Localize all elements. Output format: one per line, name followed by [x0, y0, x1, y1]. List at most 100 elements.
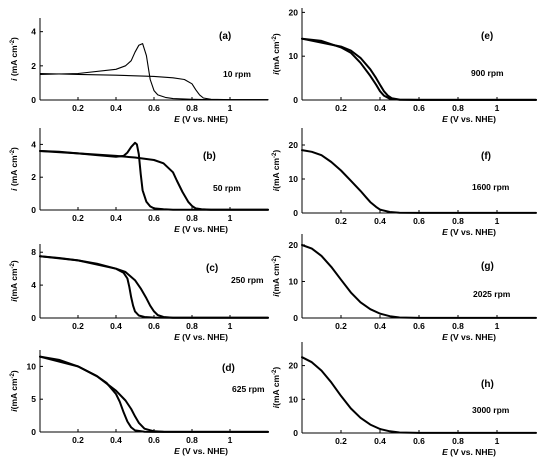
y-tick-label-a: 2	[31, 61, 36, 71]
y-axis-close-a: )	[9, 37, 19, 40]
x-tick-label-d: 0.4	[110, 435, 122, 445]
x-tick-label-g: 0.2	[335, 321, 347, 331]
y-tick-label-b: 4	[31, 139, 36, 149]
x-tick-label-b: 0.8	[186, 213, 198, 223]
x-tick-label-g: 0.8	[452, 321, 464, 331]
y-tick-label-e: 10	[289, 51, 299, 61]
series-line-g-1	[301, 244, 537, 319]
x-tick-label-c: 1	[228, 321, 233, 331]
x-tick-label-h: 0.4	[374, 436, 386, 446]
x-tick-label-d: 1	[228, 435, 233, 445]
y-axis-sup-a: -2	[10, 39, 16, 45]
panel-label-g: (g)	[481, 261, 494, 272]
x-tick-label-c: 0.4	[110, 321, 122, 331]
x-axis-title-b: E (V vs. NHE)	[174, 224, 228, 234]
x-tick-label-h: 0.2	[335, 436, 347, 446]
y-tick-label-g: 10	[289, 276, 299, 286]
panel-label-d: (d)	[222, 363, 235, 374]
y-axis-unit-g: (mA cm	[271, 263, 281, 294]
series-line-b-2	[39, 150, 269, 211]
y-tick-label-d: 0	[31, 427, 36, 437]
y-axis-close-c: )	[9, 260, 19, 263]
x-tick-label-f: 1	[495, 216, 500, 226]
y-axis-sup-h: -2	[272, 369, 278, 375]
y-axis-unit-c: (mA cm	[9, 268, 19, 299]
x-tick-label-b: 1	[228, 213, 233, 223]
x-tick-label-c: 0.2	[72, 321, 84, 331]
y-tick-label-g: 0	[293, 313, 298, 323]
y-axis-unit-e: (mA cm	[271, 41, 281, 72]
x-axis-unit-c: (V vs. NHE)	[180, 332, 228, 342]
x-axis-symbol-e: E	[442, 114, 448, 124]
series-line-a-1	[39, 43, 269, 101]
y-axis-title-d: i(mA cm-2)	[9, 370, 19, 412]
x-axis-symbol-a: E	[174, 114, 180, 124]
panel-a: 0.2 0.4 0.6 0.8 1 0 2 4 E (V vs. NHE) i (mA cm-2)…	[9, 18, 269, 124]
x-axis-symbol-d: E	[174, 446, 180, 456]
series-line-e-2	[301, 37, 537, 101]
x-axis-unit-d: (V vs. NHE)	[180, 446, 228, 456]
x-tick-label-e: 0.2	[335, 103, 347, 113]
series-line-a-2	[39, 72, 269, 101]
x-tick-label-b: 0.2	[72, 213, 84, 223]
y-axis-title-c: i(mA cm-2)	[9, 260, 19, 302]
rpm-label-c: 250 rpm	[231, 275, 264, 285]
x-tick-label-d: 0.6	[148, 435, 160, 445]
x-tick-label-e: 1	[495, 103, 500, 113]
rpm-label-h: 3000 rpm	[472, 405, 510, 415]
x-tick-label-h: 0.8	[452, 436, 464, 446]
x-tick-label-a: 1	[228, 103, 233, 113]
y-tick-label-b: 0	[31, 205, 36, 215]
x-tick-label-g: 1	[495, 321, 500, 331]
y-tick-label-h: 10	[289, 394, 299, 404]
x-tick-label-c: 0.8	[186, 321, 198, 331]
x-tick-label-a: 0.4	[110, 103, 122, 113]
y-axis-sup-g: -2	[272, 257, 278, 263]
x-tick-label-f: 0.6	[413, 216, 425, 226]
rpm-label-b: 50 rpm	[213, 183, 241, 193]
series-line-f-1	[301, 149, 537, 214]
x-tick-label-a: 0.6	[148, 103, 160, 113]
x-axis-symbol-g: E	[442, 332, 448, 342]
x-tick-label-a: 0.8	[186, 103, 198, 113]
panel-label-e: (e)	[481, 31, 493, 42]
x-axis-title-g: E (V vs. NHE)	[442, 332, 496, 342]
x-tick-label-f: 0.4	[374, 216, 386, 226]
y-tick-label-d: 10	[27, 361, 37, 371]
y-axis-sup-d: -2	[10, 372, 16, 378]
y-axis-symbol-a: i	[9, 78, 19, 81]
x-tick-label-b: 0.4	[110, 213, 122, 223]
x-tick-label-c: 0.6	[148, 321, 160, 331]
y-axis-sup-e: -2	[272, 35, 278, 41]
rpm-label-f: 1600 rpm	[472, 182, 510, 192]
x-tick-label-d: 0.8	[186, 435, 198, 445]
x-tick-label-h: 1	[495, 436, 500, 446]
y-axis-symbol-e: i	[271, 72, 281, 75]
y-axis-close-g: )	[271, 255, 281, 258]
panel-b: 0.2 0.4 0.6 0.8 1 0 2 4 E (V vs. NHE) i (mA cm-2)…	[9, 128, 269, 234]
y-axis-title-e: i(mA cm-2)	[271, 33, 281, 75]
y-tick-label-a: 0	[31, 95, 36, 105]
y-tick-label-a: 4	[31, 27, 36, 37]
series-line-d-2	[39, 355, 269, 433]
series-line-c-1	[39, 255, 269, 319]
y-axis-symbol-c: i	[9, 299, 19, 302]
x-tick-label-f: 0.2	[335, 216, 347, 226]
x-axis-title-e: E (V vs. NHE)	[442, 114, 496, 124]
y-axis-symbol-g: i	[271, 294, 281, 297]
y-axis-close-f: )	[271, 150, 281, 153]
y-tick-label-f: 10	[289, 174, 299, 184]
y-axis-close-h: )	[271, 367, 281, 370]
x-axis-title-a: E (V vs. NHE)	[174, 114, 228, 124]
y-tick-label-g: 20	[289, 240, 299, 250]
y-axis-sup-c: -2	[10, 262, 16, 268]
y-axis-close-b: )	[9, 147, 19, 150]
x-axis-title-h: E (V vs. NHE)	[442, 447, 496, 457]
x-axis-symbol-h: E	[442, 447, 448, 457]
x-tick-label-e: 0.6	[413, 103, 425, 113]
